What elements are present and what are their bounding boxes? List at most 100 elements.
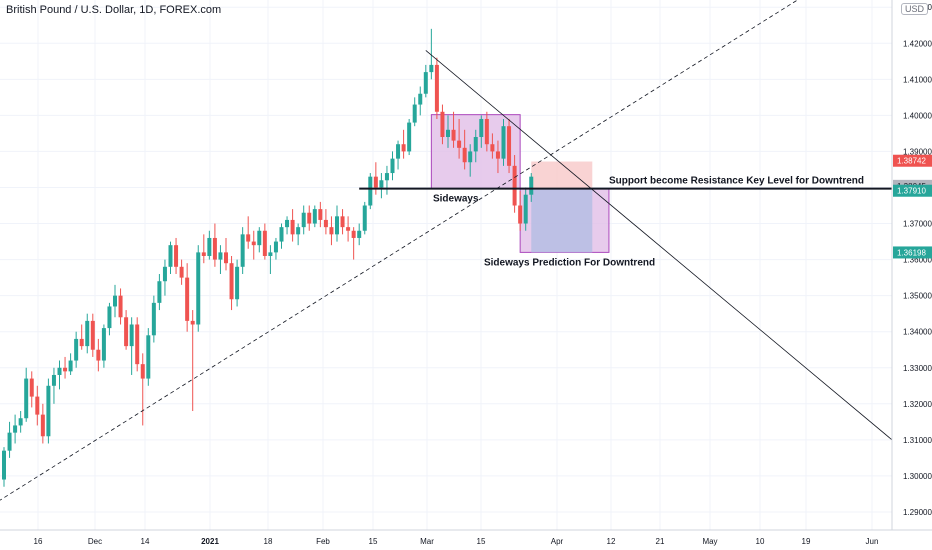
candle-body (90, 320, 95, 350)
candle-body (190, 320, 195, 325)
price-tag: 1.36198 (897, 248, 926, 257)
price-tag-bg (893, 184, 932, 197)
candle-body (101, 328, 106, 361)
candle-body (440, 111, 445, 138)
candle-body (96, 349, 101, 361)
candle-body (368, 176, 373, 206)
candle-body (273, 241, 278, 253)
x-tick-label: Jun (866, 537, 879, 546)
candle-body (479, 118, 484, 138)
candle-body (129, 324, 134, 347)
y-tick-label: 1.36000 (903, 256, 932, 265)
candle-body (318, 209, 323, 220)
candle-body (2, 450, 6, 480)
candle-body (218, 252, 223, 260)
candle-body (135, 324, 140, 365)
candle-body (257, 230, 262, 246)
currency-badge[interactable]: USD (901, 3, 929, 15)
candle-body (51, 374, 56, 386)
falling-trend-line[interactable] (425, 50, 893, 441)
candle-body (185, 277, 190, 321)
box-target-blue[interactable] (531, 188, 593, 253)
candle-body (434, 64, 439, 112)
x-tick-label: 19 (802, 537, 811, 546)
candle-body (323, 219, 328, 228)
candle-body (484, 118, 489, 145)
y-tick-label: 1.40000 (903, 111, 932, 120)
candle-body (35, 396, 40, 415)
y-tick-label: 1.33000 (903, 364, 932, 373)
candle-body (429, 64, 434, 73)
candle-body (312, 209, 317, 224)
candle-body (151, 302, 156, 336)
candle-body (85, 320, 90, 347)
candle-body (418, 93, 423, 105)
candle-body (74, 338, 79, 361)
candle-body (196, 252, 201, 325)
candle-body (13, 425, 18, 433)
x-tick-label: 2021 (201, 537, 219, 546)
price-tag-bg (893, 154, 932, 167)
candle-body (46, 385, 51, 437)
trend-lines[interactable] (0, 0, 893, 501)
y-tick-label: 1.42000 (903, 39, 932, 48)
candle-body (157, 281, 162, 303)
candle-body (490, 144, 495, 152)
candle-body (335, 216, 339, 235)
x-tick-label: May (702, 537, 717, 546)
candle-body (379, 180, 384, 188)
y-tick-label: 1.41000 (903, 75, 932, 84)
x-tick-label: 16 (34, 537, 43, 546)
candle-body (412, 104, 417, 123)
candle-body (224, 252, 228, 264)
candle-body (124, 317, 129, 347)
y-tick-label: 1.29000 (903, 508, 932, 517)
price-tag-bg (893, 246, 932, 259)
candle-body (235, 266, 240, 300)
x-tick-label: 12 (607, 537, 616, 546)
candle-body (407, 122, 412, 152)
candle-body (24, 378, 29, 419)
candle-body (495, 151, 500, 159)
x-tick-label: 14 (141, 537, 150, 546)
candle-body (523, 194, 528, 224)
rising-trend-line[interactable] (0, 0, 803, 501)
candle-body (357, 230, 362, 238)
x-tick-label: 10 (756, 537, 765, 546)
x-tick-label: Feb (316, 537, 330, 546)
x-tick-label: Dec (88, 537, 102, 546)
y-tick-label: 1.30000 (903, 472, 932, 481)
candle-body (390, 158, 395, 174)
y-tick-label: 1.32000 (903, 400, 932, 409)
y-tick-label: 1.37000 (903, 220, 932, 229)
annotation-labels[interactable]: Sideways Support become Resistance Key Le… (433, 176, 864, 269)
support-resistance-label[interactable]: Support become Resistance Key Level for … (609, 176, 864, 187)
box-target-red[interactable] (531, 161, 593, 189)
candle-body (207, 237, 212, 256)
candle-body (113, 295, 117, 307)
sideways-label[interactable]: Sideways (433, 194, 479, 205)
candle-body (174, 245, 179, 267)
candle-body (18, 418, 23, 426)
candle-body (262, 230, 267, 256)
candle-body (118, 295, 123, 318)
candle-body (212, 237, 217, 260)
candle-body (457, 140, 462, 148)
candle-body (446, 129, 450, 138)
candle-body (140, 364, 145, 379)
candle-body (473, 137, 478, 152)
candle-body (246, 234, 251, 242)
candle-body (240, 234, 245, 267)
candle-body (301, 212, 306, 228)
candle-body (168, 245, 173, 267)
candle-body (468, 151, 473, 163)
candle-body (63, 367, 68, 372)
prediction-label[interactable]: Sideways Prediction For Downtrend (484, 257, 655, 268)
candle-body (296, 227, 301, 235)
candle-body (40, 414, 45, 437)
candle-body (462, 147, 467, 163)
candle-body (384, 173, 389, 181)
candle-body (529, 176, 534, 195)
